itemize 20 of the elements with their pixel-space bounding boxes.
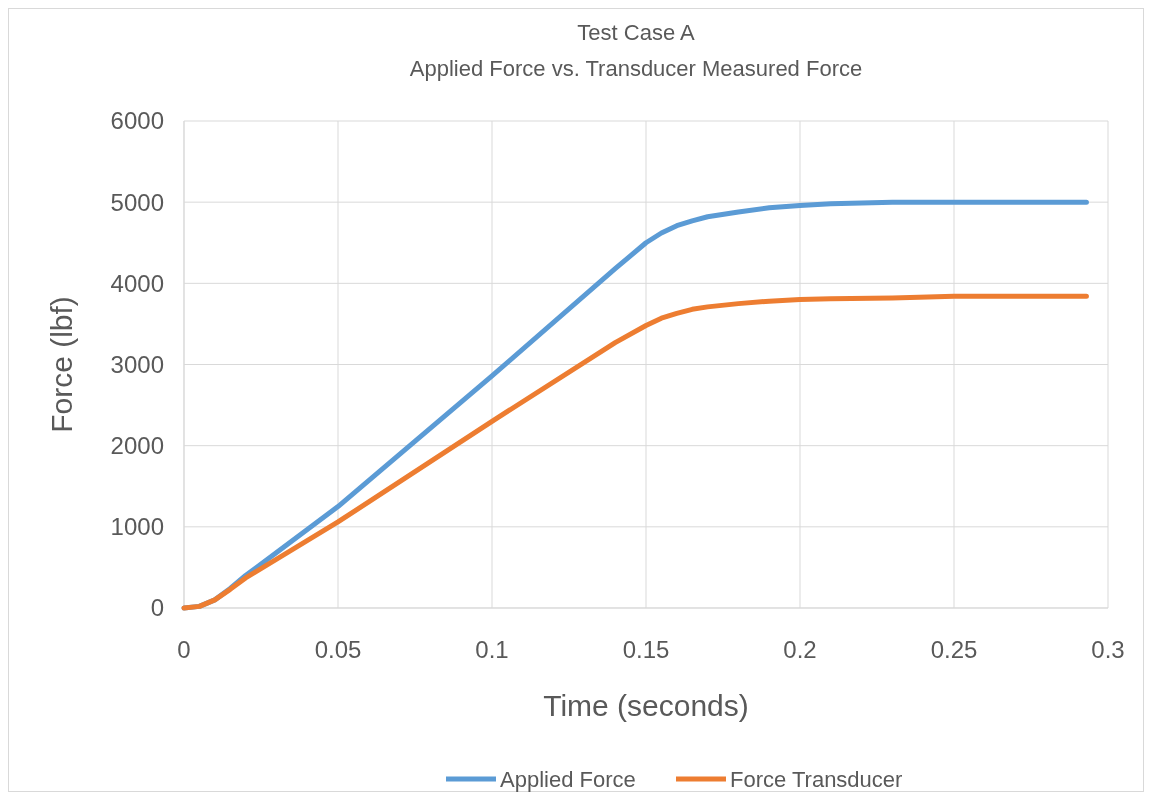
x-tick-label: 0.05 xyxy=(314,636,362,663)
x-tick-label: 0.15 xyxy=(622,636,670,663)
y-tick-label: 5000 xyxy=(110,188,164,216)
x-tick-label: 0.2 xyxy=(783,636,817,663)
legend-label: Applied Force xyxy=(500,766,636,792)
y-tick-label: 3000 xyxy=(110,350,164,378)
x-axis-title: Time (seconds) xyxy=(543,689,749,722)
legend-label: Force Transducer xyxy=(730,766,903,792)
x-tick-label: 0 xyxy=(177,636,191,663)
y-axis-title: Force (lbf) xyxy=(45,296,78,433)
x-tick-label: 0.25 xyxy=(930,636,978,663)
y-tick-label: 6000 xyxy=(110,107,164,135)
y-tick-label: 4000 xyxy=(110,269,164,297)
chart-subtitle: Applied Force vs. Transducer Measured Force xyxy=(409,56,863,81)
y-tick-label: 1000 xyxy=(110,513,164,541)
x-tick-label: 0.1 xyxy=(475,636,509,663)
y-tick-label: 0 xyxy=(150,594,164,622)
y-tick-label: 2000 xyxy=(110,432,164,460)
chart-title: Test Case A xyxy=(577,20,696,45)
x-tick-label: 0.3 xyxy=(1091,636,1125,663)
